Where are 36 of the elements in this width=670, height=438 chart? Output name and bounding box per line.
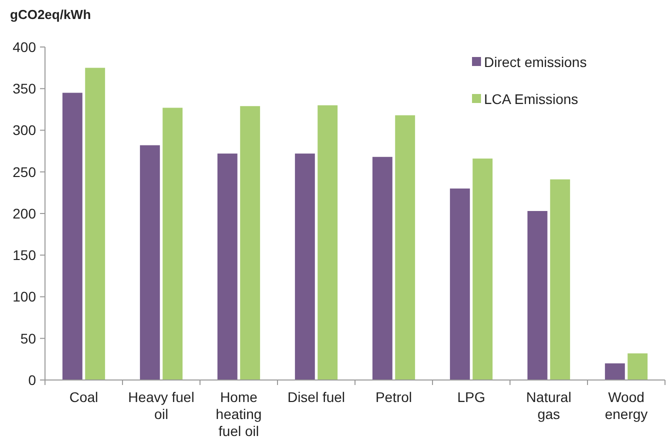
bar xyxy=(395,115,416,380)
bar xyxy=(240,106,260,380)
x-tick-label: Coal xyxy=(69,389,98,405)
bar xyxy=(372,156,392,380)
x-tick-label: Wood energy xyxy=(604,389,648,422)
x-tick-label: Natural gas xyxy=(526,389,572,422)
legend-label: LCA Emissions xyxy=(484,90,578,107)
y-tick-label: 50 xyxy=(20,330,36,346)
legend-label: Direct emissions xyxy=(484,54,587,70)
bar xyxy=(450,188,470,380)
x-tick-label: LPG xyxy=(457,389,486,405)
y-tick-label: 200 xyxy=(12,205,36,222)
y-tick-label: 350 xyxy=(12,80,36,97)
bar xyxy=(628,353,648,380)
bar xyxy=(527,211,548,380)
bar xyxy=(318,105,338,380)
bar xyxy=(472,158,493,380)
bar xyxy=(162,108,183,380)
y-tick-label: 150 xyxy=(12,247,36,264)
y-tick-label: 0 xyxy=(28,372,36,388)
bar xyxy=(294,154,315,380)
y-tick-label: 300 xyxy=(12,122,36,138)
x-tick-label: Disel fuel xyxy=(287,389,346,405)
bar xyxy=(140,145,160,380)
y-tick-label: 100 xyxy=(12,288,36,305)
bar xyxy=(85,68,106,380)
bar xyxy=(217,154,238,380)
x-tick-label: Heavy fuel oil xyxy=(128,389,194,422)
y-tick-label: 250 xyxy=(12,164,36,180)
y-tick-label: 400 xyxy=(12,38,36,55)
bar xyxy=(62,92,82,380)
y-axis-title: gCO2eq/kWh xyxy=(10,7,91,22)
bar xyxy=(550,179,570,380)
x-tick-label: Petrol xyxy=(375,389,412,405)
bar xyxy=(604,363,625,380)
x-tick-label: Home heating fuel oil xyxy=(216,389,262,438)
